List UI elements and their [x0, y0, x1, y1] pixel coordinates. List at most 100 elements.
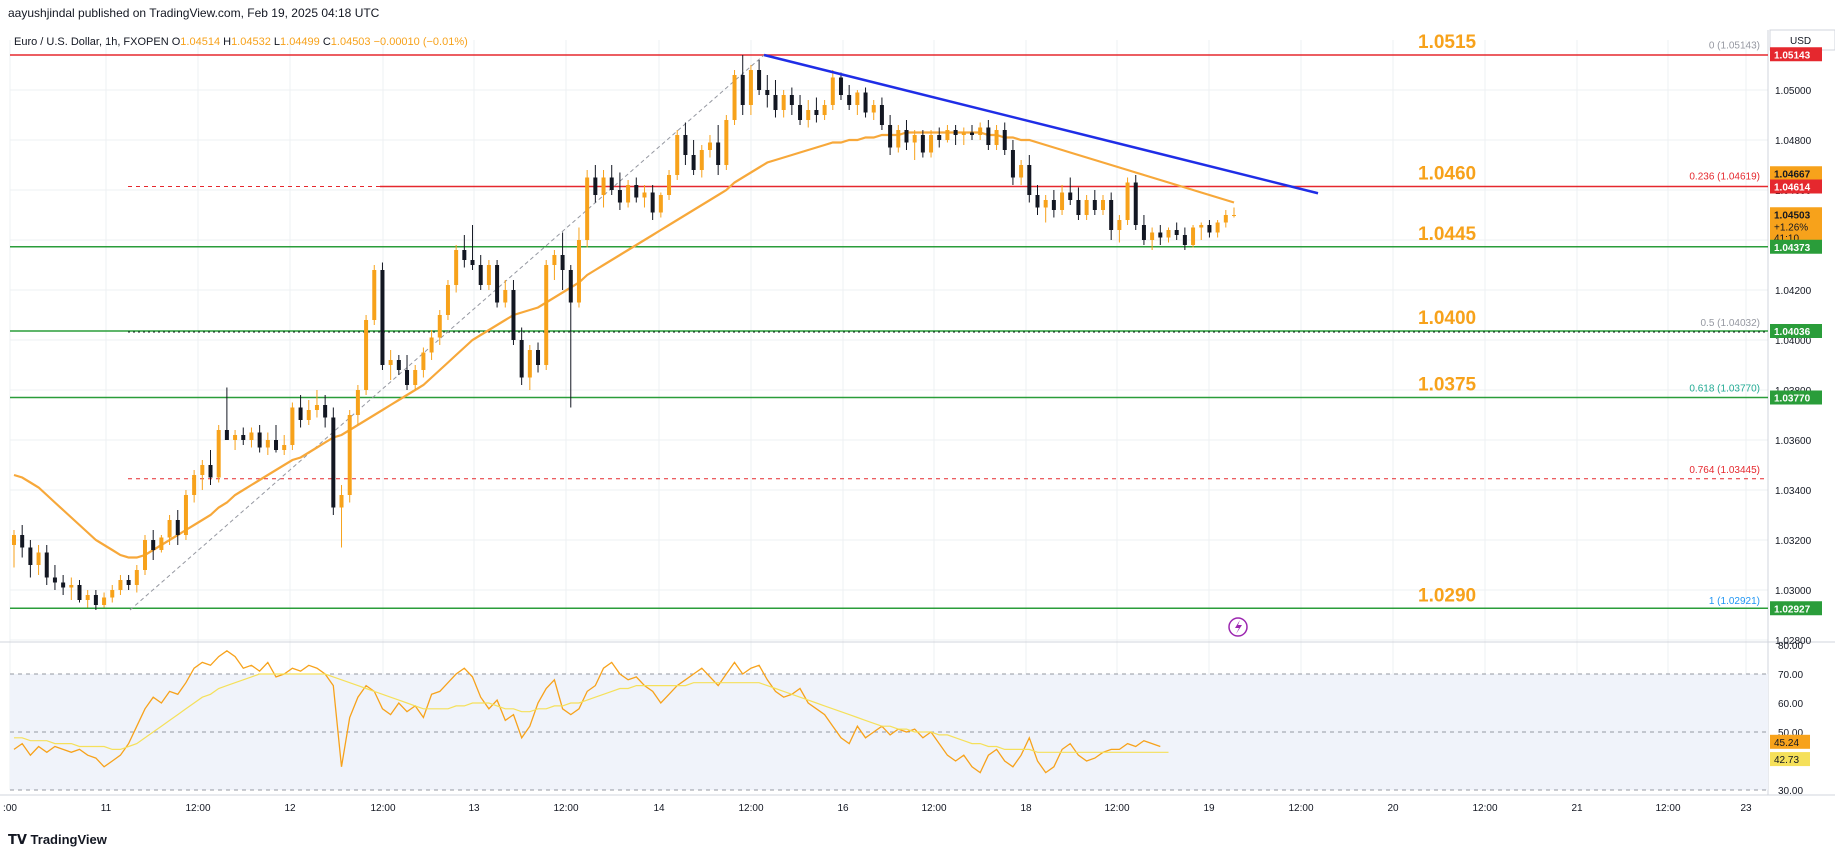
candle-body [183, 495, 188, 535]
candle-body [1100, 200, 1105, 210]
candle-body [740, 75, 745, 105]
tradingview-logo[interactable]: 𝗧𝗩 TradingView [8, 832, 107, 848]
candle-body [241, 435, 246, 440]
price-tag: 1.03770 [1774, 394, 1811, 405]
price-tag-bg [1770, 390, 1822, 405]
candle-body [560, 255, 565, 270]
candle-body [143, 540, 148, 570]
candle-body [511, 290, 516, 340]
fib-label: 0.764 (1.03445) [1689, 465, 1760, 476]
candle-body [986, 127, 991, 145]
price-tick: 1.04200 [1775, 286, 1812, 297]
candle-body [920, 135, 925, 153]
candle-body [454, 250, 459, 285]
candle-body [93, 595, 98, 605]
candle-body [1084, 200, 1089, 215]
candle-body [405, 370, 410, 385]
trendline [763, 53, 1319, 195]
level-label: 1.0445 [1418, 224, 1477, 245]
level-label: 1.0460 [1418, 164, 1476, 185]
published-text: aayushjindal published on TradingView.co… [8, 6, 380, 20]
price-tick: 1.03000 [1775, 586, 1812, 597]
candle-body [617, 190, 622, 203]
candle-body [1199, 225, 1204, 228]
candle-body [691, 155, 696, 170]
currency-label: USD [1790, 36, 1811, 47]
candle-body [937, 135, 942, 140]
rsi-band [10, 674, 1768, 790]
time-tick: 12:00 [1288, 803, 1313, 814]
candle-body [1150, 232, 1155, 240]
price-tick: 1.02800 [1775, 636, 1812, 647]
candle-body [445, 285, 450, 315]
price-tag: 1.04614 [1774, 183, 1811, 194]
candle-body [1010, 150, 1015, 178]
candle-body [314, 405, 319, 410]
time-tick: 12:00 [1655, 803, 1680, 814]
candle-body [1076, 200, 1081, 215]
level-label: 1.0375 [1418, 375, 1477, 396]
rsi-ma-line [14, 673, 1169, 753]
candle-body [282, 445, 287, 450]
candlesticks [12, 55, 1236, 610]
candle-body [1109, 200, 1114, 230]
candle-body [1125, 182, 1130, 220]
candle-body [200, 465, 205, 475]
time-tick: 23 [1740, 803, 1752, 814]
candle-body [1223, 215, 1228, 223]
candle-body [1002, 130, 1007, 150]
candle-body [175, 520, 180, 535]
time-tick: 12 [284, 803, 296, 814]
candle-body [961, 132, 966, 135]
ohlc-part: H [220, 36, 231, 48]
fib-retracement: 0 (1.05143) 0.236 (1.04619) 0.5 (1.04032) 0… [128, 40, 1768, 611]
candle-body [429, 337, 434, 353]
time-tick: 12:00 [553, 803, 578, 814]
ohlc-part: −0.00010 (−0.01%) [371, 36, 468, 48]
level-label: 1.0290 [1418, 585, 1476, 606]
candle-body [331, 417, 336, 508]
candle-body [347, 415, 352, 495]
moving-average [13, 131, 1235, 559]
candle-body [544, 265, 549, 365]
candle-body [945, 130, 950, 140]
candle-body [855, 92, 860, 105]
candle-body [503, 290, 508, 303]
candle-body [339, 495, 344, 508]
price-tick: 1.04800 [1775, 136, 1812, 147]
rsi-tag: 45.24 [1774, 738, 1799, 749]
candle-body [929, 135, 934, 153]
candle-body [798, 105, 803, 120]
candle-body [994, 130, 999, 145]
candle-body [233, 435, 238, 440]
candle-body [773, 95, 778, 110]
candle-body [863, 92, 868, 113]
candle-body [830, 77, 835, 105]
candle-body [757, 70, 762, 90]
candle-body [462, 250, 467, 260]
time-tick: 12:00 [738, 803, 763, 814]
rsi-tag: 42.73 [1774, 755, 1799, 766]
ohlc-text: Euro / U.S. Dollar, 1h, FXOPEN O1.04514 … [14, 36, 468, 48]
price-tag-bg [1770, 166, 1822, 181]
time-tick: 16 [837, 803, 849, 814]
fib-label: 0 (1.05143) [1709, 40, 1760, 51]
candle-body [969, 132, 974, 135]
time-tick: 12:00 [185, 803, 210, 814]
candle-body [216, 430, 221, 478]
candle-body [838, 77, 843, 95]
ohlc-part: O [172, 36, 181, 48]
candle-body [36, 552, 41, 565]
candle-body [478, 265, 483, 285]
candle-body [298, 407, 303, 420]
candle-body [716, 142, 721, 165]
candle-body [413, 370, 418, 385]
candle-body [724, 120, 729, 165]
candle-body [814, 110, 819, 115]
price-tag: 1.04667 [1774, 169, 1811, 180]
candle-body [306, 410, 311, 420]
candle-body [552, 255, 557, 265]
time-tick: 13 [468, 803, 480, 814]
time-tick: 21 [1571, 803, 1583, 814]
